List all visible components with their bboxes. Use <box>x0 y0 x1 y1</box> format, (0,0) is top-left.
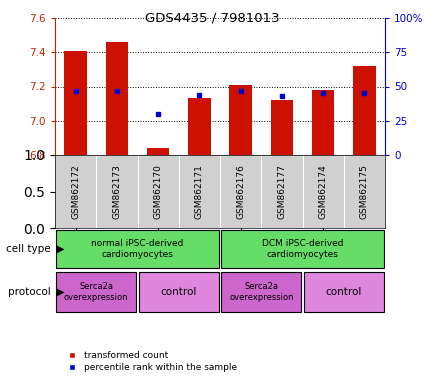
Text: protocol: protocol <box>8 287 51 297</box>
Text: ▶: ▶ <box>57 287 65 297</box>
Text: GSM862174: GSM862174 <box>319 164 328 219</box>
Text: ▶: ▶ <box>57 244 65 254</box>
Bar <box>353 66 376 155</box>
Bar <box>304 272 384 312</box>
Bar <box>221 272 301 312</box>
Text: GSM862176: GSM862176 <box>236 164 245 219</box>
Text: Serca2a
overexpression: Serca2a overexpression <box>64 282 128 302</box>
Text: GSM862173: GSM862173 <box>112 164 122 219</box>
Text: control: control <box>326 287 362 297</box>
Bar <box>105 42 128 155</box>
Bar <box>188 98 211 155</box>
Text: GSM862171: GSM862171 <box>195 164 204 219</box>
Bar <box>229 85 252 155</box>
Bar <box>64 51 87 155</box>
Bar <box>271 100 293 155</box>
Text: GDS4435 / 7981013: GDS4435 / 7981013 <box>145 12 280 25</box>
Bar <box>312 90 334 155</box>
Text: Serca2a
overexpression: Serca2a overexpression <box>229 282 294 302</box>
Text: GSM862172: GSM862172 <box>71 164 80 219</box>
Text: control: control <box>161 287 197 297</box>
Bar <box>139 272 219 312</box>
Text: GSM862170: GSM862170 <box>153 164 163 219</box>
Bar <box>56 230 219 268</box>
Text: normal iPSC-derived
cardiomyocytes: normal iPSC-derived cardiomyocytes <box>91 239 184 259</box>
Bar <box>221 230 384 268</box>
Legend: transformed count, percentile rank within the sample: transformed count, percentile rank withi… <box>60 348 241 376</box>
Text: GSM862175: GSM862175 <box>360 164 369 219</box>
Text: GSM862177: GSM862177 <box>278 164 286 219</box>
Text: cell type: cell type <box>6 244 51 254</box>
Bar <box>147 148 170 155</box>
Bar <box>56 272 136 312</box>
Text: DCM iPSC-derived
cardiomyocytes: DCM iPSC-derived cardiomyocytes <box>262 239 343 259</box>
